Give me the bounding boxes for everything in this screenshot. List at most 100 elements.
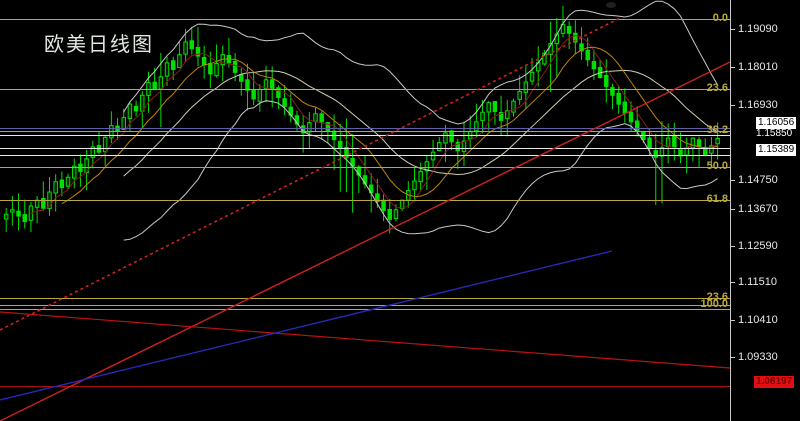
- candle-body: [690, 137, 696, 149]
- candle-body: [498, 111, 504, 121]
- candle-body: [307, 122, 312, 133]
- candle-body: [133, 105, 139, 112]
- candle-body: [65, 176, 71, 187]
- falling-red: [0, 311, 730, 369]
- fib-level-label: 23.6: [706, 291, 728, 303]
- candle-body: [282, 98, 287, 107]
- candle-body: [573, 32, 578, 43]
- candle-body: [121, 116, 126, 131]
- candle-body: [449, 130, 454, 143]
- candle-body: [709, 145, 714, 154]
- candle-body: [3, 213, 9, 220]
- price-level-line: [0, 298, 730, 299]
- candle-body: [529, 71, 535, 82]
- candle-body: [653, 150, 658, 158]
- fib-level-label: 38.2: [706, 124, 728, 136]
- candle-body: [263, 79, 269, 90]
- price-level-line: [0, 305, 730, 306]
- candle-body: [610, 87, 615, 96]
- candle-body: [325, 122, 331, 132]
- rising-dotted-red: [0, 17, 621, 331]
- candle-body: [195, 46, 201, 57]
- candle-body: [542, 52, 547, 65]
- candle-body: [517, 91, 522, 100]
- candle-body: [393, 209, 399, 220]
- candle-body: [461, 140, 467, 153]
- fib-level-label: 23.6: [706, 82, 728, 94]
- candle-body: [276, 87, 281, 98]
- fib-level-label: 50.0: [706, 160, 728, 172]
- axis-tick: [730, 67, 735, 68]
- price-level-line: [0, 386, 730, 387]
- price-level-line: [0, 155, 730, 156]
- price-level-line: [0, 148, 730, 149]
- candle-body: [164, 62, 170, 77]
- candle-body: [375, 193, 380, 203]
- current-price-label: 1.08197: [754, 376, 795, 388]
- axis-tick: [730, 246, 735, 247]
- candle-body: [387, 208, 392, 220]
- current-price-label: 1.15850: [756, 128, 793, 139]
- price-level-line: [0, 19, 730, 20]
- chart-title: 欧美日线图: [44, 32, 154, 56]
- axis-price-label: 1.09330: [738, 351, 778, 363]
- axis-price-label: 1.19090: [738, 23, 778, 35]
- axis-tick: [730, 357, 735, 358]
- candle-body: [492, 101, 498, 113]
- candle-body: [72, 165, 77, 179]
- candle-body: [189, 40, 195, 50]
- axis-tick: [730, 282, 735, 283]
- candle-body: [591, 61, 597, 70]
- rising-blue: [0, 250, 613, 401]
- candle-body: [548, 43, 553, 55]
- price-level-line: [0, 128, 730, 129]
- candle-body: [22, 214, 27, 223]
- candle-body: [418, 170, 423, 183]
- candle-body: [523, 81, 529, 93]
- candle-body: [616, 92, 621, 105]
- price-level-line: [0, 167, 730, 168]
- price-level-line: [0, 89, 730, 90]
- candle-body: [10, 209, 15, 213]
- candle-body: [443, 132, 448, 144]
- fib-level-label: 0.0: [712, 12, 728, 24]
- candle-body: [90, 146, 96, 158]
- candle-body: [59, 179, 65, 189]
- price-axis[interactable]: 1.19090 1.18010 1.16930 1.14750 1.13670 1.125…: [730, 0, 800, 421]
- candle-body: [455, 141, 461, 152]
- current-price-label: 1.15389: [756, 144, 797, 156]
- candle-body: [585, 49, 590, 61]
- candle-body: [53, 181, 58, 194]
- candle-body: [412, 180, 417, 191]
- candle-body: [604, 74, 609, 87]
- candle-body: [319, 113, 324, 123]
- candle-body: [437, 142, 442, 151]
- indicator-line: [123, 69, 718, 177]
- cursor-artifact-icon: [606, 2, 616, 8]
- axis-tick: [730, 29, 735, 30]
- candle-body: [102, 136, 108, 153]
- rising-support-red: [0, 61, 730, 421]
- candle-body: [170, 60, 176, 70]
- indicator-line: [123, 0, 719, 125]
- price-level-line: [0, 200, 730, 201]
- candle-body: [511, 100, 516, 113]
- axis-price-label: 1.18010: [738, 61, 778, 73]
- candle-body: [424, 161, 430, 172]
- price-level-line: [0, 135, 730, 136]
- indicator-line: [123, 100, 718, 241]
- axis-price-label: 1.14750: [738, 174, 778, 186]
- axis-tick: [730, 320, 735, 321]
- axis-tick: [730, 180, 735, 181]
- candle-body: [344, 147, 349, 158]
- candle-body: [480, 111, 485, 122]
- candle-body: [16, 210, 21, 217]
- trendline-svg: [0, 17, 730, 421]
- candle-body: [127, 103, 133, 120]
- candle-body: [474, 121, 479, 132]
- indicator-line: [61, 46, 718, 205]
- candle-body: [183, 41, 188, 55]
- candle-body: [245, 79, 250, 91]
- candle-body: [177, 54, 182, 69]
